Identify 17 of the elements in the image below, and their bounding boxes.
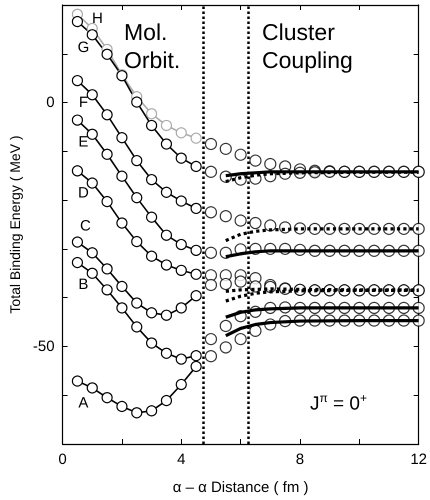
x-tick-label: 4 bbox=[177, 451, 186, 468]
x-axis-title: α – α Distance ( fm ) bbox=[172, 479, 308, 496]
annotation: Mol. Orbit. bbox=[124, 19, 180, 73]
series-label: G bbox=[78, 39, 90, 56]
x-tick-label: 12 bbox=[410, 451, 427, 468]
y-axis-title: Total Binding Energy ( MeV ) bbox=[7, 135, 23, 314]
series-label: A bbox=[78, 394, 88, 412]
x-tick-label: 0 bbox=[58, 451, 67, 468]
series-label: F bbox=[78, 94, 88, 112]
y-tick-label: -50 bbox=[32, 338, 55, 355]
annotation: Cluster Coupling bbox=[262, 19, 353, 73]
series-label: C bbox=[80, 217, 91, 234]
series-label: B bbox=[78, 276, 88, 294]
series-label: E bbox=[78, 134, 88, 151]
x-tick-label: 8 bbox=[296, 451, 304, 468]
series-label: H bbox=[92, 10, 103, 27]
series-label: D bbox=[78, 184, 89, 202]
